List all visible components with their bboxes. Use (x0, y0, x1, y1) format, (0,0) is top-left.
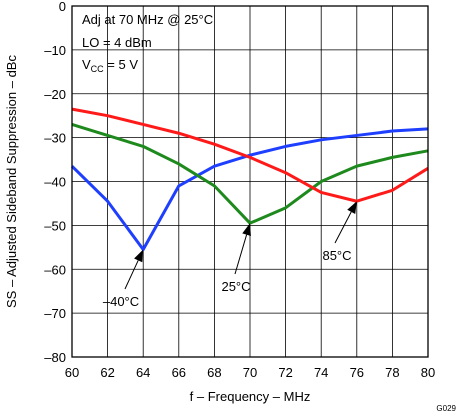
condition-adj: Adj at 70 MHz @ 25°C (82, 12, 213, 27)
y-tick-label: –80 (44, 350, 66, 365)
plot-frame (71, 5, 429, 358)
x-tick-label: 60 (65, 365, 79, 380)
x-tick-label: 72 (278, 365, 292, 380)
y-tick-label: –40 (44, 175, 66, 190)
callout-leader (334, 211, 352, 244)
x-tick-label: 78 (385, 365, 399, 380)
y-tick-label: –50 (44, 218, 66, 233)
x-tick-label: 76 (350, 365, 364, 380)
x-tick-label: 62 (100, 365, 114, 380)
vcc-symbol: V (82, 57, 91, 72)
series-callout-label: –40°C (103, 294, 139, 309)
vcc-subscript: CC (91, 64, 104, 74)
series-line (71, 107, 429, 203)
y-tick-label: –30 (44, 131, 66, 146)
y-tick-label: –20 (44, 87, 66, 102)
conditions-box: Adj at 70 MHz @ 25°C LO = 4 dBm VCC = 5 … (82, 12, 213, 74)
callout-leader (124, 260, 139, 290)
condition-vcc: VCC = 5 V (82, 57, 138, 74)
condition-lo: LO = 4 dBm (82, 35, 152, 50)
callout-arrowhead (134, 249, 144, 263)
series-callout-label: 85°C (322, 248, 351, 263)
x-axis-label: f – Frequency – MHz (190, 389, 311, 404)
tick-labels: 60 62 64 66 68 70 72 74 76 78 80 0 –10 –20 –30 –40 –50 –6… (44, 0, 435, 380)
figure-code: G029 (436, 404, 456, 413)
x-tick-label: 66 (172, 365, 186, 380)
series-callouts: –40°C 25°C 85°C (103, 201, 357, 309)
callout-arrowhead (242, 223, 251, 236)
x-tick-label: 64 (136, 365, 150, 380)
x-tick-label: 74 (314, 365, 328, 380)
series-line (70, 127, 429, 252)
y-tick-label: –60 (44, 262, 66, 277)
x-tick-label: 70 (243, 365, 257, 380)
callout-arrowhead (347, 201, 357, 214)
x-tick-label: 80 (421, 365, 435, 380)
y-tick-label: –70 (44, 306, 66, 321)
callout-leader (234, 234, 248, 275)
series-callout-label: 25°C (221, 279, 250, 294)
x-tick-label: 68 (207, 365, 221, 380)
vcc-value: = 5 V (104, 57, 139, 72)
y-axis-label: SS – Adjusted Sideband Suppression – dBc (4, 55, 19, 308)
y-tick-label: 0 (59, 0, 66, 14)
y-tick-label: –10 (44, 43, 66, 58)
